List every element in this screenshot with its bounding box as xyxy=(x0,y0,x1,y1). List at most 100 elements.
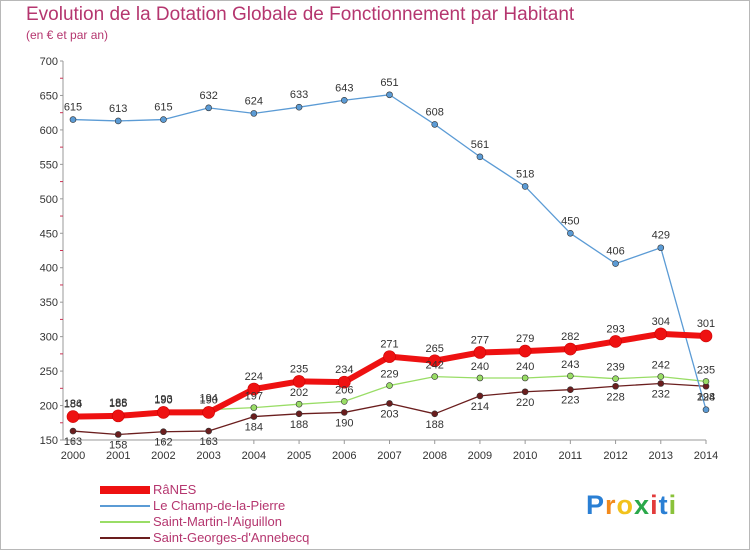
x-tick-label: 2003 xyxy=(196,450,220,462)
data-label-0: 279 xyxy=(516,333,534,345)
series-point-3 xyxy=(521,388,529,396)
data-label-2: 240 xyxy=(471,361,489,373)
logo-letter: r xyxy=(605,490,617,520)
data-label-2: 235 xyxy=(697,364,715,376)
y-tick-label: 600 xyxy=(40,125,58,137)
data-label-2: 186 xyxy=(64,398,82,410)
logo-letter: i xyxy=(650,490,659,520)
series-point-0 xyxy=(699,329,713,343)
data-label-1: 194 xyxy=(697,392,715,404)
series-point-1 xyxy=(657,244,665,252)
data-label-1: 450 xyxy=(561,215,579,227)
series-point-3 xyxy=(69,427,77,435)
series-point-1 xyxy=(521,183,529,190)
series-point-2 xyxy=(386,382,393,389)
data-label-2: 229 xyxy=(380,369,398,381)
data-label-3: 220 xyxy=(516,397,534,409)
data-label-3: 228 xyxy=(697,391,715,403)
series-point-2 xyxy=(340,398,348,405)
data-label-0: 301 xyxy=(697,318,715,330)
series-point-0 xyxy=(383,350,396,363)
data-label-3: 203 xyxy=(380,408,398,420)
series-point-1 xyxy=(295,103,303,111)
series-point-2 xyxy=(295,400,303,408)
x-tick-label: 2002 xyxy=(151,450,175,462)
data-label-3: 158 xyxy=(109,439,127,451)
series-point-1 xyxy=(250,110,258,117)
legend-label: Saint-Georges-d'Annebecq xyxy=(153,530,310,545)
x-tick-label: 2012 xyxy=(603,450,627,462)
data-label-1: 643 xyxy=(335,82,353,94)
logo-letter: o xyxy=(616,490,635,520)
data-label-0: 190 xyxy=(154,394,172,406)
series-point-3 xyxy=(476,392,484,400)
legend-swatch xyxy=(100,486,150,494)
series-point-3 xyxy=(612,382,619,390)
data-label-3: 228 xyxy=(606,391,624,403)
y-tick-label: 700 xyxy=(40,56,58,68)
data-label-0: 277 xyxy=(471,334,489,346)
chart-title: Evolution de la Dotation Globale de Fonc… xyxy=(26,4,575,25)
series-point-0 xyxy=(428,354,442,368)
data-label-1: 561 xyxy=(471,139,489,151)
data-label-0: 282 xyxy=(561,331,579,343)
y-tick-label: 150 xyxy=(40,435,58,447)
data-label-2: 193 xyxy=(154,393,172,405)
data-label-0: 265 xyxy=(426,343,444,355)
data-label-0: 184 xyxy=(64,399,82,411)
data-label-0: 304 xyxy=(652,316,670,328)
data-label-2: 202 xyxy=(290,387,308,399)
series-point-0 xyxy=(609,335,622,348)
chart-subtitle: (en € et par an) xyxy=(26,28,109,42)
data-label-1: 615 xyxy=(64,102,82,114)
data-label-3: 184 xyxy=(245,422,263,434)
series-point-3 xyxy=(340,409,348,416)
data-label-3: 163 xyxy=(199,436,217,448)
series-point-3 xyxy=(386,400,393,407)
data-label-2: 188 xyxy=(109,397,127,409)
data-label-0: 271 xyxy=(380,339,398,351)
x-tick-label: 2010 xyxy=(513,450,537,462)
y-tick-label: 300 xyxy=(40,332,58,344)
x-tick-label: 2004 xyxy=(242,450,266,462)
series-point-1 xyxy=(340,96,348,104)
logo-letter: x xyxy=(634,490,651,520)
x-tick-label: 2008 xyxy=(422,450,446,462)
legend-swatch xyxy=(100,505,150,507)
x-tick-label: 2006 xyxy=(332,450,356,462)
legend-label: Saint-Martin-l'Aiguillon xyxy=(153,514,282,529)
data-label-3: 162 xyxy=(154,437,172,449)
data-label-0: 224 xyxy=(245,371,263,383)
series-point-3 xyxy=(114,431,122,438)
data-label-3: 190 xyxy=(335,417,353,429)
data-label-3: 188 xyxy=(426,419,444,431)
series-point-1 xyxy=(386,91,393,99)
series-point-0 xyxy=(157,406,170,419)
x-tick-label: 2001 xyxy=(106,450,130,462)
series-point-1 xyxy=(476,153,484,161)
series-point-0 xyxy=(337,375,351,389)
series-point-2 xyxy=(657,373,665,380)
series-point-0 xyxy=(111,409,125,423)
series-point-1 xyxy=(702,406,710,413)
logo-letter: P xyxy=(586,490,606,520)
series-point-1 xyxy=(205,104,212,112)
series-point-3 xyxy=(431,410,439,418)
series-point-3 xyxy=(567,386,574,393)
legend-swatch xyxy=(100,537,150,539)
series-point-3 xyxy=(160,428,167,436)
series-point-3 xyxy=(295,410,303,418)
data-label-1: 632 xyxy=(199,90,217,102)
data-label-2: 242 xyxy=(426,360,444,372)
x-tick-label: 2009 xyxy=(468,450,492,462)
data-label-3: 223 xyxy=(561,395,579,407)
data-label-3: 188 xyxy=(290,419,308,431)
series-point-0 xyxy=(473,346,487,359)
legend-label: RâNES xyxy=(153,482,197,497)
data-label-3: 214 xyxy=(471,401,489,413)
series-point-2 xyxy=(567,372,574,380)
data-label-2: 197 xyxy=(245,391,263,403)
y-tick-label: 650 xyxy=(40,90,58,102)
data-label-2: 242 xyxy=(652,360,670,372)
